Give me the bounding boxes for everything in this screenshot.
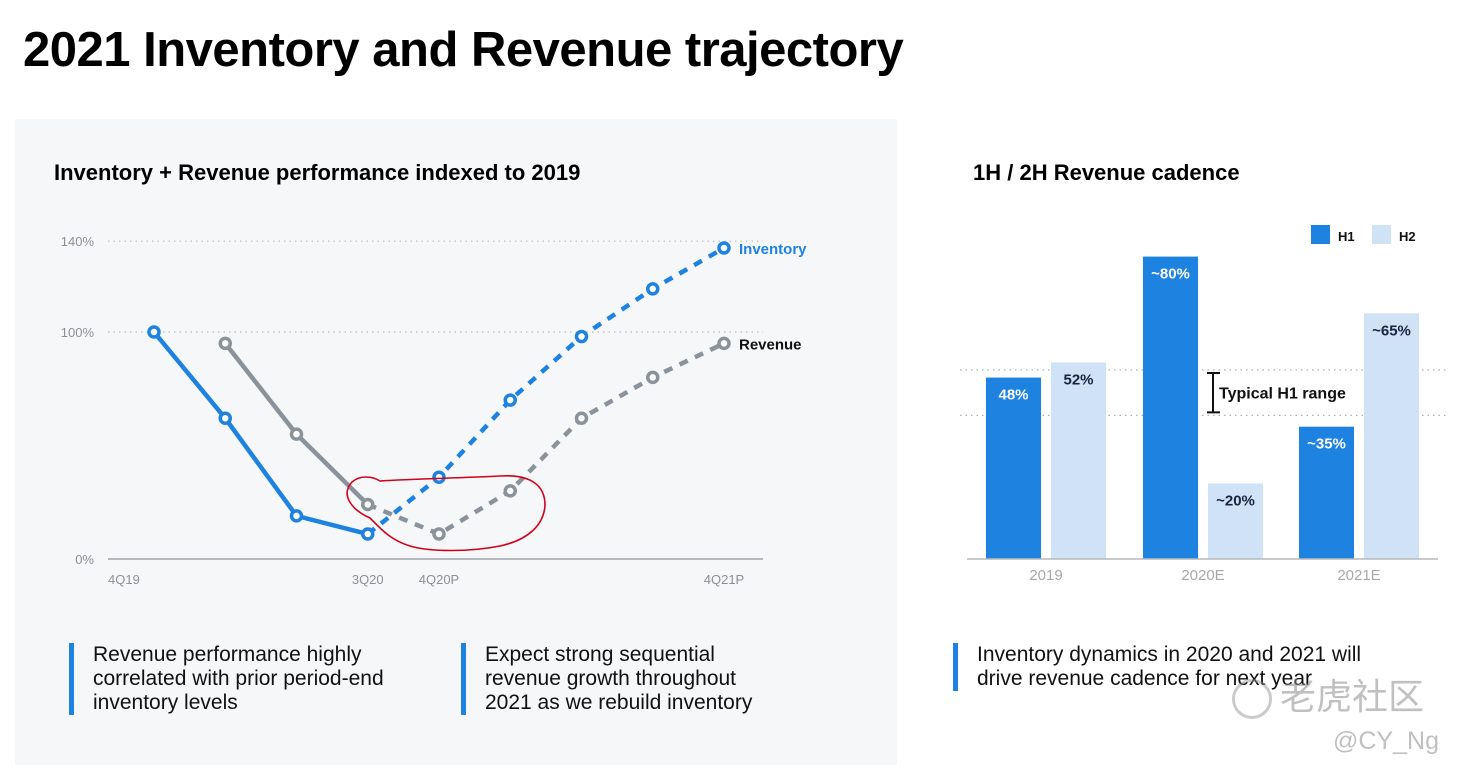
bar-chart-title: 1H / 2H Revenue cadence — [973, 160, 1240, 185]
h2-bar — [1208, 483, 1263, 559]
inventory-point — [218, 411, 232, 426]
h2-legend-label: H2 — [1399, 229, 1416, 244]
revenue-point — [574, 411, 589, 426]
inventory-projected-line — [366, 246, 726, 536]
red-annotation-circle — [346, 475, 546, 552]
bar-value-label: 48% — [998, 387, 1028, 404]
h2-legend-swatch — [1372, 225, 1391, 244]
y-tick-label: 0% — [75, 552, 94, 567]
bar-value-label: ~80% — [1151, 266, 1190, 283]
h1-bar — [986, 377, 1041, 559]
x-category-label: 2021E — [1337, 567, 1380, 584]
reference-band-label: Typical H1 range — [1219, 386, 1346, 403]
h1-legend-label: H1 — [1338, 229, 1355, 244]
h1-bar — [1143, 256, 1198, 559]
revenue-projected-line — [366, 341, 725, 537]
x-tick-label: 3Q20 — [352, 572, 384, 587]
x-tick-label: 4Q21P — [704, 572, 744, 587]
inventory-actual-line — [152, 330, 369, 537]
revenue-point — [717, 336, 731, 351]
page-title: 2021 Inventory and Revenue trajectory — [23, 23, 904, 77]
bar-chart: 48% 52% 2019 ~80% ~20% 2020E ~35% ~65% 2021E Typi… — [960, 225, 1446, 584]
x-category-label: 2019 — [1029, 567, 1062, 584]
line-chart: 0% 100% 140% 4Q19 3Q20 4Q20P 4Q21P Inventory Rev… — [61, 234, 807, 587]
note-2: Expect strong sequential revenue growth … — [461, 643, 785, 715]
left-panel — [15, 119, 897, 765]
h1-bar — [1299, 426, 1354, 559]
watermark-brand-text: 老虎社区 — [1280, 676, 1425, 717]
h2-bar — [1051, 362, 1106, 559]
revenue-point — [218, 336, 232, 351]
watermark-brand: 老虎社区 — [1232, 668, 1424, 720]
inventory-point — [361, 527, 375, 541]
revenue-point — [289, 427, 304, 441]
revenue-point — [361, 497, 375, 512]
x-tick-label: 4Q19 — [108, 572, 140, 587]
inventory-point — [717, 241, 731, 255]
revenue-point — [503, 484, 517, 498]
inventory-point — [503, 393, 517, 407]
bar-value-label: ~65% — [1372, 322, 1411, 339]
revenue-point — [432, 527, 446, 541]
bar-value-label: ~35% — [1307, 436, 1346, 453]
y-tick-label: 140% — [61, 234, 95, 249]
revenue-series-label: Revenue — [739, 336, 802, 353]
watermark-logo-icon — [1232, 679, 1272, 720]
x-tick-label: 4Q20P — [419, 572, 459, 587]
inventory-series-label: Inventory — [739, 241, 807, 258]
inventory-point — [147, 325, 161, 339]
h1-legend-swatch — [1311, 225, 1330, 244]
inventory-point — [432, 470, 446, 485]
note-1: Revenue performance highly correlated wi… — [69, 643, 423, 715]
inventory-point — [574, 329, 589, 344]
watermark-user: @CY_Ng — [1333, 727, 1439, 755]
inventory-point — [646, 282, 660, 296]
bar-value-label: ~20% — [1216, 492, 1255, 509]
h2-bar — [1364, 313, 1419, 559]
bar-value-label: 52% — [1063, 371, 1093, 388]
y-tick-label: 100% — [61, 325, 95, 340]
line-chart-title: Inventory + Revenue performance indexed … — [54, 160, 581, 185]
revenue-actual-line — [223, 341, 370, 507]
note-3: Inventory dynamics in 2020 and 2021 will… — [953, 643, 1372, 691]
revenue-point — [646, 370, 660, 385]
x-category-label: 2020E — [1181, 567, 1224, 584]
inventory-point — [289, 509, 304, 523]
